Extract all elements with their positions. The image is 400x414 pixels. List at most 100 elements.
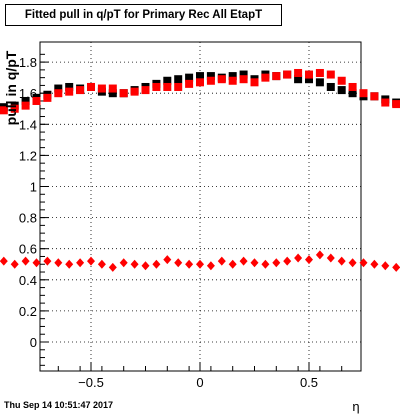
data-point-square	[76, 86, 85, 95]
data-point-diamond	[206, 261, 215, 271]
data-point-square	[174, 82, 183, 91]
data-point-square	[21, 96, 30, 105]
data-point-square	[141, 86, 150, 95]
x-tick-label: 0.5	[300, 375, 318, 390]
data-point-square	[272, 72, 281, 81]
data-point-square	[326, 82, 335, 91]
data-point-diamond	[185, 259, 194, 269]
data-point-square	[43, 93, 52, 102]
y-tick-label: 1.8	[19, 55, 37, 70]
axes: −1−0.500.5100.20.40.60.811.21.41.61.8	[19, 53, 343, 390]
data-point-square	[337, 86, 346, 95]
data-point-diamond	[76, 258, 85, 268]
data-point-diamond	[228, 259, 237, 269]
data-point-square	[196, 72, 204, 81]
grid	[40, 42, 361, 371]
data-point-diamond	[392, 262, 400, 272]
data-point-square	[315, 68, 324, 77]
data-point-square	[108, 84, 117, 93]
data-point-square	[348, 82, 357, 91]
data-point-square	[337, 76, 346, 85]
data-point-square	[185, 79, 194, 88]
data-point-diamond	[54, 258, 63, 268]
data-point-square	[206, 72, 215, 81]
data-point-square	[305, 75, 313, 84]
data-point-square	[97, 84, 106, 93]
data-point-diamond	[43, 256, 52, 266]
data-point-diamond	[305, 255, 313, 265]
y-tick-label: 0.6	[19, 242, 37, 257]
data-point-diamond	[87, 256, 95, 266]
data-point-square	[305, 70, 313, 79]
data-point-diamond	[250, 258, 259, 268]
data-point-square	[359, 89, 368, 98]
data-point-square	[228, 72, 237, 81]
data-point-square	[54, 89, 63, 98]
data-point-square	[239, 75, 248, 84]
data-point-square	[0, 106, 8, 115]
data-point-square	[250, 78, 259, 87]
data-point-square	[185, 73, 194, 82]
data-point-diamond	[108, 262, 117, 272]
data-point-square	[87, 82, 95, 91]
data-point-diamond	[141, 261, 150, 271]
data-point-diamond	[174, 258, 183, 268]
data-point-diamond	[294, 253, 303, 263]
y-tick-label: 0.2	[19, 304, 37, 319]
data-point-diamond	[163, 255, 172, 265]
data-point-square	[239, 70, 248, 79]
data-point-diamond	[119, 258, 128, 268]
data-point-diamond	[337, 256, 346, 266]
data-marks	[0, 68, 400, 272]
data-point-diamond	[272, 258, 281, 268]
data-point-square	[163, 76, 172, 85]
data-point-square	[152, 82, 161, 91]
data-point-diamond	[261, 259, 270, 269]
data-point-square	[163, 82, 172, 91]
data-point-diamond	[370, 259, 379, 269]
data-point-square	[392, 100, 400, 109]
data-point-diamond	[283, 256, 292, 266]
y-tick-label: 0.4	[19, 273, 37, 288]
data-point-diamond	[21, 256, 30, 266]
data-point-diamond	[348, 258, 357, 268]
data-point-square	[196, 78, 204, 87]
y-axis-label: pull in q/pT	[3, 50, 19, 125]
y-tick-label: 1	[30, 180, 37, 195]
data-point-square	[65, 82, 74, 91]
data-point-diamond	[326, 253, 335, 263]
data-point-square	[294, 68, 303, 77]
timestamp: Thu Sep 14 10:51:47 2017	[4, 400, 114, 410]
data-point-diamond	[196, 259, 204, 269]
plot-frame	[39, 41, 362, 372]
y-tick-label: 0	[30, 335, 37, 350]
data-point-square	[65, 87, 74, 96]
data-point-square	[108, 89, 117, 98]
data-point-diamond	[381, 261, 390, 271]
x-axis-label: η	[352, 399, 359, 414]
data-point-square	[370, 92, 379, 101]
data-point-diamond	[315, 250, 324, 260]
data-point-diamond	[217, 256, 226, 266]
data-point-square	[348, 89, 357, 98]
data-point-square	[130, 87, 139, 96]
data-point-square	[21, 101, 30, 110]
x-tick-label: 0	[196, 375, 203, 390]
data-point-diamond	[0, 256, 8, 266]
data-point-square	[10, 104, 19, 113]
y-tick-label: 1.4	[19, 117, 37, 132]
data-point-square	[206, 76, 215, 85]
data-point-square	[261, 73, 270, 82]
data-point-square	[174, 75, 183, 84]
chart-title: Fitted pull in q/pT for Primary Rec All …	[5, 4, 282, 26]
data-point-square	[381, 98, 390, 107]
data-point-square	[283, 70, 292, 79]
data-point-diamond	[130, 259, 139, 269]
y-tick-label: 0.8	[19, 211, 37, 226]
x-tick-label: −0.5	[78, 375, 104, 390]
y-tick-label: 1.2	[19, 148, 37, 163]
data-point-diamond	[359, 258, 368, 268]
data-point-diamond	[65, 259, 74, 269]
data-point-square	[119, 89, 128, 98]
